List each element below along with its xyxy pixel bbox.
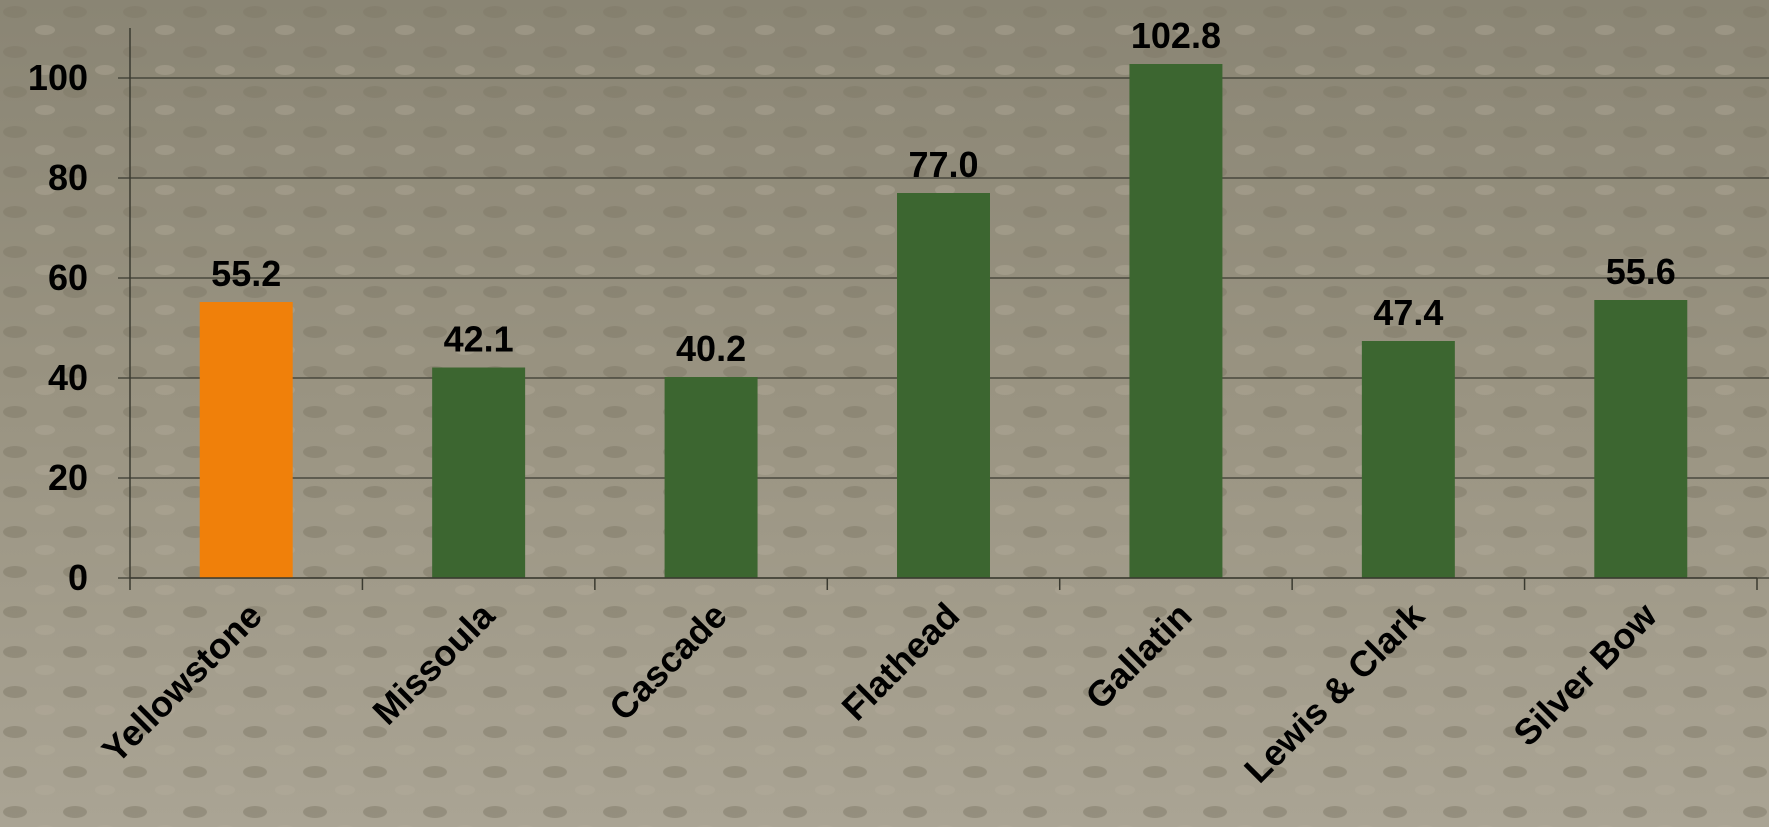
- bar: [199, 302, 293, 578]
- bar: [432, 367, 526, 578]
- y-tick-label: 0: [68, 557, 88, 598]
- data-label: 42.1: [444, 319, 514, 360]
- data-label: 55.6: [1606, 251, 1676, 292]
- data-label: 55.2: [211, 253, 281, 294]
- bar: [1129, 64, 1223, 578]
- bar: [897, 193, 990, 578]
- data-label: 40.2: [676, 328, 746, 369]
- data-label: 102.8: [1131, 15, 1221, 56]
- y-tick-label: 100: [28, 57, 88, 98]
- bar: [1594, 300, 1688, 578]
- data-label: 77.0: [908, 144, 978, 185]
- data-label: 47.4: [1373, 292, 1443, 333]
- y-tick-label: 60: [48, 257, 88, 298]
- bar: [1361, 341, 1455, 578]
- y-tick-label: 80: [48, 157, 88, 198]
- bar: [664, 377, 758, 578]
- y-tick-label: 20: [48, 457, 88, 498]
- y-tick-label: 40: [48, 357, 88, 398]
